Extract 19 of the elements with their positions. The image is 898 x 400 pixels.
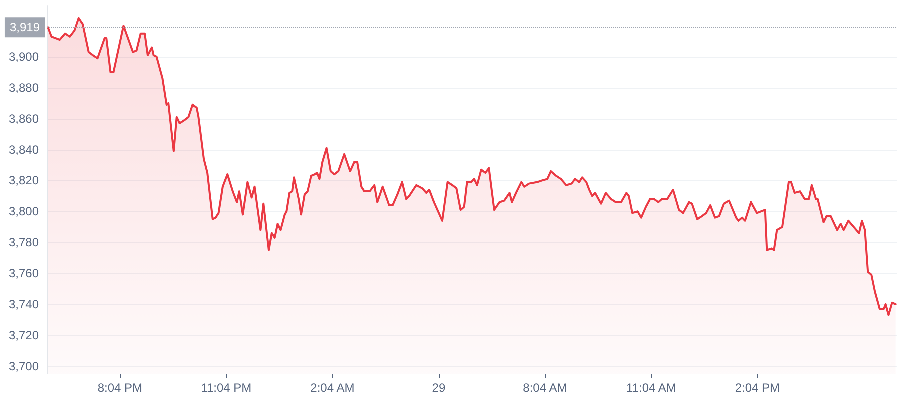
x-tick-label: 8:04 PM — [98, 381, 143, 395]
x-tick-label: 8:04 AM — [523, 381, 568, 395]
x-tick-label: 11:04 PM — [201, 381, 252, 395]
y-tick-label: 3,820 — [8, 174, 40, 188]
x-tick-label: 2:04 AM — [310, 381, 355, 395]
y-tick-label: 3,720 — [8, 328, 40, 342]
y-tick-label: 3,800 — [8, 204, 40, 219]
y-tick-label: 3,740 — [8, 297, 40, 312]
y-tick-label: 3,880 — [8, 80, 40, 95]
y-tick-label: 3,760 — [8, 266, 40, 280]
x-tick-label: 29 — [432, 381, 446, 395]
y-tick-label: 3,780 — [8, 236, 40, 250]
y-tick-label: 3,700 — [8, 359, 40, 374]
y-tick-label: 3,840 — [8, 142, 40, 157]
ref-line-label: 3,919 — [10, 20, 40, 35]
x-tick-label: 2:04 PM — [735, 381, 780, 395]
x-tick-label: 11:04 AM — [626, 381, 676, 395]
y-tick-label: 3,900 — [8, 50, 40, 64]
y-tick-label: 3,860 — [8, 112, 40, 126]
